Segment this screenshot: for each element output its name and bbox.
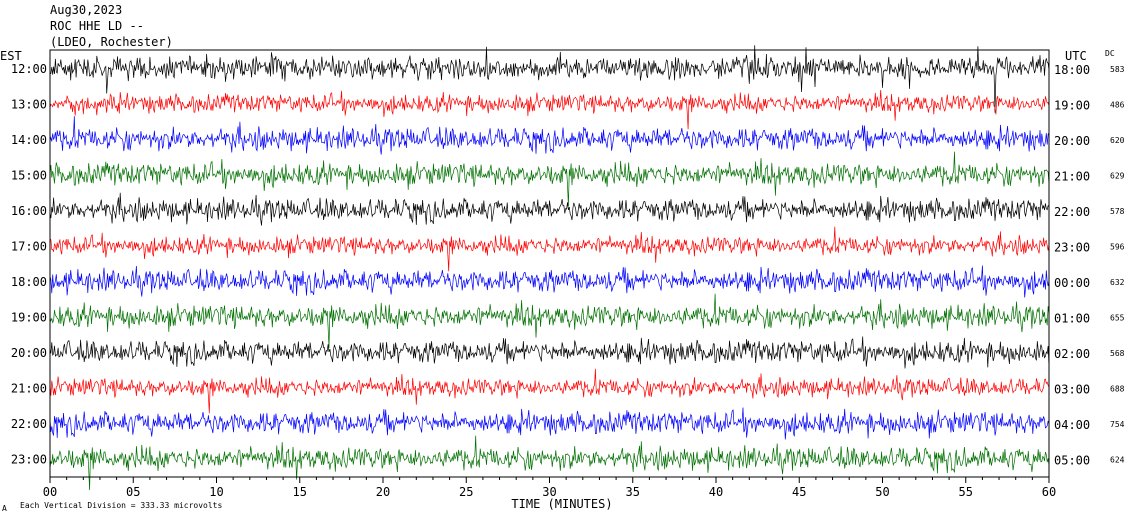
dc-value-7: 655 (1110, 314, 1125, 323)
trace-row-0 (49, 45, 1050, 113)
trace-row-2 (49, 116, 1050, 155)
x-tick-label-3: 15 (293, 485, 307, 499)
x-tick-label-2: 10 (209, 485, 223, 499)
est-label-8: 20:00 (11, 346, 47, 360)
trace-row-9 (49, 368, 1050, 414)
trace-row-8 (49, 336, 1050, 369)
utc-label-8: 02:00 (1054, 347, 1090, 361)
est-label-5: 17:00 (11, 240, 47, 254)
x-tick-label-6: 30 (542, 485, 556, 499)
utc-label-6: 00:00 (1054, 276, 1090, 290)
utc-label-2: 20:00 (1054, 134, 1090, 148)
est-label-4: 16:00 (11, 204, 47, 218)
utc-label-9: 03:00 (1054, 383, 1090, 397)
utc-label-7: 01:00 (1054, 312, 1090, 326)
utc-label-5: 23:00 (1054, 241, 1090, 255)
trace-row-6 (49, 265, 1050, 298)
utc-label-4: 22:00 (1054, 205, 1090, 219)
trace-row-1 (49, 89, 1050, 130)
x-tick-label-1: 05 (126, 485, 140, 499)
header-date: Aug30,2023 (50, 3, 122, 17)
x-tick-marks (49, 477, 1050, 483)
right-zone-label: UTC (1065, 49, 1087, 63)
dc-value-1: 486 (1110, 101, 1125, 110)
est-label-3: 15:00 (11, 169, 47, 183)
dc-value-3: 629 (1110, 172, 1125, 181)
utc-label-0: 18:00 (1054, 63, 1090, 77)
utc-hour-labels: 18:00 19:00 20:00 21:00 22:00 23:00 00:00 01:00… (1054, 63, 1090, 468)
dc-value-6: 632 (1110, 278, 1125, 287)
est-label-7: 19:00 (11, 311, 47, 325)
x-tick-label-5: 25 (459, 485, 473, 499)
est-label-11: 23:00 (11, 453, 47, 467)
trace-row-10 (49, 407, 1050, 440)
est-label-9: 21:00 (11, 382, 47, 396)
dc-value-2: 620 (1110, 136, 1125, 145)
x-tick-label-9: 45 (792, 485, 806, 499)
dc-value-4: 578 (1110, 207, 1125, 216)
x-tick-label-10: 50 (875, 485, 889, 499)
x-tick-label-8: 40 (709, 485, 723, 499)
est-label-10: 22:00 (11, 417, 47, 431)
footnote-mark: A (2, 504, 7, 513)
left-zone-label: EST (0, 49, 22, 63)
x-tick-labels: 00 05 10 15 20 25 30 35 40 45 50 55 60 (43, 485, 1056, 499)
utc-label-1: 19:00 (1054, 99, 1090, 113)
utc-label-3: 21:00 (1054, 170, 1090, 184)
dc-value-8: 568 (1110, 349, 1125, 358)
est-label-1: 13:00 (11, 98, 47, 112)
header-network: (LDEO, Rochester) (50, 35, 173, 49)
trace-row-3 (49, 151, 1050, 207)
dc-value-9: 688 (1110, 385, 1125, 394)
utc-label-10: 04:00 (1054, 418, 1090, 432)
trace-row-7 (49, 293, 1050, 349)
est-hour-labels: 12:00 13:00 14:00 15:00 16:00 17:00 18:00 19:00… (11, 62, 47, 467)
trace-row-11 (49, 435, 1050, 491)
x-tick-label-4: 20 (376, 485, 390, 499)
plot-frame (49, 49, 1050, 478)
trace-row-5 (49, 226, 1050, 272)
x-tick-label-7: 35 (626, 485, 640, 499)
est-label-6: 18:00 (11, 275, 47, 289)
est-label-2: 14:00 (11, 133, 47, 147)
dc-value-11: 624 (1110, 456, 1125, 465)
x-axis-title: TIME (MINUTES) (511, 497, 612, 511)
trace-row-4 (49, 192, 1050, 226)
x-tick-label-11: 55 (959, 485, 973, 499)
dc-title: DC (1105, 49, 1115, 58)
utc-label-11: 05:00 (1054, 454, 1090, 468)
dc-value-0: 583 (1110, 65, 1125, 74)
trace-group (49, 45, 1050, 491)
dc-value-5: 596 (1110, 243, 1125, 252)
dc-value-10: 754 (1110, 420, 1125, 429)
x-tick-label-12: 60 (1042, 485, 1056, 499)
vertical-division-note: Each Vertical Division = 333.33 microvol… (20, 501, 222, 510)
x-tick-label-0: 00 (43, 485, 57, 499)
est-label-0: 12:00 (11, 62, 47, 76)
dc-offset-labels: 583 486 620 629 578 596 632 655 568 688 754 624 (1110, 65, 1125, 465)
header-station: ROC HHE LD -- (50, 19, 144, 33)
